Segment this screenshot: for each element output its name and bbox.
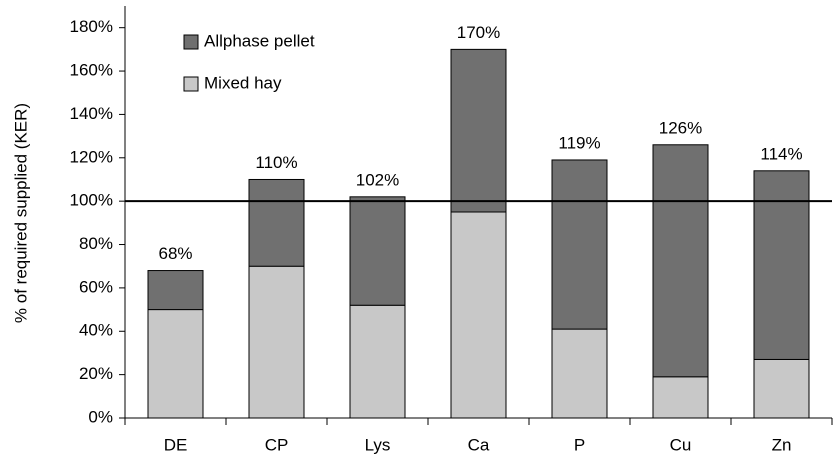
x-tick-label: CP <box>265 435 289 454</box>
data-label: 102% <box>356 170 399 189</box>
legend-label: Allphase pellet <box>204 31 315 50</box>
x-tick-label: P <box>574 435 585 454</box>
y-tick-label: 120% <box>70 147 113 166</box>
bar-segment <box>248 178 305 267</box>
x-tick-label: Lys <box>365 435 391 454</box>
bar-segment <box>551 159 608 330</box>
x-tick-label: DE <box>164 435 188 454</box>
y-tick-label: 180% <box>70 17 113 36</box>
bar-segment <box>652 376 709 419</box>
bar-segment <box>551 328 608 419</box>
data-label: 170% <box>457 23 500 42</box>
x-tick-label: Zn <box>772 435 792 454</box>
data-label: 110% <box>255 153 297 172</box>
y-tick-label: 20% <box>79 364 113 383</box>
legend-label: Mixed hay <box>204 73 282 92</box>
y-tick-label: 80% <box>79 234 113 253</box>
bar-segment <box>349 304 406 419</box>
x-tick-label: Cu <box>670 435 692 454</box>
y-tick-label: 60% <box>79 277 113 296</box>
y-tick-label: 40% <box>79 321 113 340</box>
data-label: 126% <box>659 118 702 137</box>
bar-segment <box>753 170 810 360</box>
y-tick-label: 140% <box>70 104 113 123</box>
data-label: 68% <box>158 244 192 263</box>
bar-segment <box>147 309 204 419</box>
x-tick-label: Ca <box>468 435 490 454</box>
data-label: 119% <box>558 133 600 152</box>
y-tick-label: 160% <box>70 61 113 80</box>
bar-segment <box>652 144 709 378</box>
bar-segment <box>248 265 305 419</box>
bar-segment <box>450 48 507 213</box>
bar-segment <box>147 270 204 311</box>
legend-swatch <box>183 34 199 50</box>
y-tick-label: 100% <box>70 191 113 210</box>
bar-segment <box>753 358 810 419</box>
y-tick-label: 0% <box>88 407 113 426</box>
data-label: 114% <box>760 144 802 163</box>
bar-segment <box>349 196 406 306</box>
legend-swatch <box>183 76 199 92</box>
bar-segment <box>450 211 507 419</box>
y-axis-title: % of required supplied (KER) <box>11 103 30 323</box>
